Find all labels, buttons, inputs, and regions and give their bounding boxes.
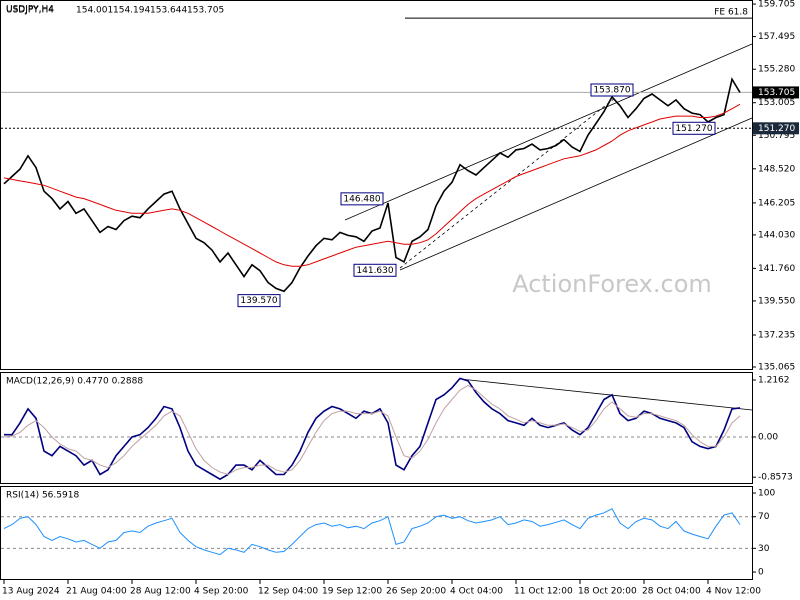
panel-title: RSI(14) 56.5918: [6, 491, 79, 501]
x-tick-label: 19 Sep 12:00: [322, 587, 382, 597]
price-label-box: [340, 192, 384, 206]
y-tick-label: 141.760: [758, 264, 795, 274]
main-frame: [0, 0, 753, 370]
y-tick-label: 0.00: [758, 432, 778, 442]
x-tick-label: 12 Sep 04:00: [258, 587, 318, 597]
y-tick-label: 30: [758, 544, 770, 554]
y-tick-label: 144.030: [758, 230, 795, 240]
price-label-box: [353, 263, 397, 277]
frames: [0, 0, 753, 580]
channel-mid: [399, 97, 616, 269]
series-line: [3, 103, 741, 267]
x-tick-label: 4 Sep 20:00: [194, 587, 249, 597]
ohlc-value: 154.194: [113, 6, 150, 16]
ohlc-value: 153.705: [187, 6, 224, 16]
macd-trend: [459, 378, 753, 411]
y-tick-label: 135.065: [758, 362, 795, 372]
price-label: 153.870: [593, 85, 630, 95]
y-tick-label: 150.795: [758, 131, 795, 141]
x-tick-label: 21 Aug 04:00: [66, 587, 127, 597]
y-tick-label: 70: [758, 512, 770, 522]
x-tick-label: 26 Sep 20:00: [386, 587, 446, 597]
price-label-box: [590, 83, 634, 97]
price-label-box: [237, 294, 281, 308]
y-tick-label: 139.550: [758, 296, 795, 306]
fe-label: FE 61.8: [714, 8, 748, 18]
y-tick-label: 148.520: [758, 164, 795, 174]
ohlc-value: 154.001: [76, 6, 113, 16]
series-line: [3, 508, 741, 556]
price-label: 146.480: [343, 194, 380, 204]
x-tick-label: 28 Aug 12:00: [130, 587, 191, 597]
x-tick-label: 28 Oct 04:00: [642, 587, 701, 597]
y-tick-label: 137.235: [758, 331, 795, 341]
rsi-frame: [0, 486, 753, 580]
y-tick-label: 153.005: [758, 98, 795, 108]
x-tick-label: 4 Nov 12:00: [706, 587, 761, 597]
series-line: [3, 384, 741, 476]
watermark: ActionForex.com: [512, 270, 712, 298]
x-tick-label: 11 Oct 12:00: [514, 587, 573, 597]
x-tick-label: 18 Oct 20:00: [578, 587, 637, 597]
trend-lines: [344, 43, 753, 411]
macd-frame: [0, 372, 753, 484]
last-price-label: 153.705: [758, 88, 795, 98]
level-box: [753, 122, 799, 135]
price-label: 151.270: [675, 124, 712, 134]
y-tick-label: 155.280: [758, 65, 795, 75]
x-tick-label: 13 Aug 2024: [2, 587, 60, 597]
price-label: 139.570: [240, 296, 277, 306]
price-label: 141.630: [356, 266, 393, 276]
channel-upper: [344, 43, 753, 221]
symbol: USDJPY,H4: [6, 6, 54, 16]
ohlc-value: 153.644: [150, 6, 187, 16]
channel-lower: [399, 117, 753, 271]
panel-title: MACD(12,26,9) 0.4770 0.2888: [6, 377, 143, 387]
panel-title: USDJPY,H4: [6, 5, 54, 15]
last-price-box: [753, 86, 799, 99]
y-tick-label: 146.205: [758, 198, 795, 208]
price-label-box: [672, 121, 716, 135]
y-tick-label: 157.495: [758, 32, 795, 42]
y-tick-label: 0: [758, 568, 764, 578]
series-line: [3, 77, 741, 293]
y-tick-label: 1.2162: [758, 376, 790, 386]
x-tick-label: 4 Oct 04:00: [450, 587, 503, 597]
level-label: 151.270: [758, 124, 795, 134]
y-tick-label: -0.8573: [758, 473, 793, 483]
y-tick-label: 159.705: [758, 0, 795, 10]
y-tick-label: 100: [758, 489, 775, 499]
